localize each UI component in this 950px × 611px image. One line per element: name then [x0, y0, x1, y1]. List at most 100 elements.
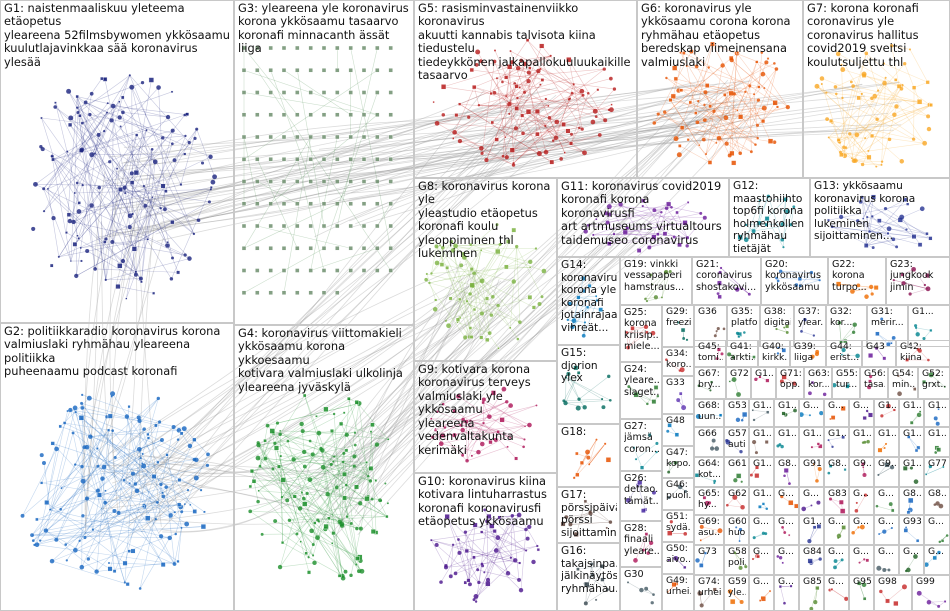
cluster-nodes-g93 [903, 526, 920, 543]
cluster-nodes-gx13 [810, 442, 823, 449]
cluster-nodes-gx21 [827, 464, 847, 475]
group-panel-g77: G77 [924, 457, 950, 487]
cluster-nodes-g36 [713, 326, 726, 338]
cluster-nodes-g84 [807, 557, 822, 565]
edge-layer [22, 39, 948, 609]
group-panel-g6: G6: koronavirus yle ykkösaamu corona kor… [637, 0, 803, 178]
group-label: G65: hy... [698, 489, 720, 510]
group-panel-gx04: G1... [774, 399, 799, 427]
cluster-nodes-g31 [875, 317, 896, 347]
group-label: G11: koronavirus covid2019 koronafi koro… [561, 180, 722, 247]
cluster-nodes-g60 [735, 526, 743, 542]
group-label: G58: poli... [728, 547, 746, 568]
group-panel-gx26: G... [774, 487, 799, 515]
cluster-nodes-gx14 [827, 435, 845, 449]
cluster-edges-g69 [700, 526, 721, 541]
group-panel-g34: G34: koro... [662, 347, 694, 376]
cluster-nodes-g40 [776, 346, 787, 355]
cluster-nodes-g29 [676, 321, 689, 342]
group-label: G98 [878, 577, 897, 587]
cluster-nodes-g38 [775, 324, 790, 334]
group-panel-g28: G28: finaali yleare... [620, 521, 662, 567]
cluster-nodes-g17 [560, 499, 613, 537]
cluster-edges-g6 [653, 43, 789, 163]
cluster-edges-g52 [924, 374, 945, 388]
cluster-edges-g34 [666, 359, 680, 371]
inter-cluster-edges [81, 79, 902, 538]
group-panel-g66: G66 [694, 427, 724, 457]
cluster-edges-gx14 [828, 436, 844, 448]
group-panel-gx09: G1... [899, 399, 924, 427]
group-label: G1... [928, 401, 947, 411]
group-panel-g40: G40: kirkk... [758, 340, 790, 367]
group-label: G1: naistenmaaliskuu yleteema etäopetus … [4, 2, 230, 69]
cluster-nodes-gx39 [751, 554, 760, 561]
group-panel-g31: G31: merir... [867, 305, 908, 347]
group-label: G44: erist... [830, 342, 859, 363]
group-panel-gx44: G... [899, 545, 924, 575]
cluster-nodes-g2 [20, 391, 210, 590]
group-panel-g59: G59: yle... [724, 575, 749, 611]
cluster-edges-gx03 [752, 409, 768, 421]
group-panel-g83: G83 [824, 487, 849, 515]
cluster-nodes-g65 [702, 495, 712, 506]
cluster-nodes-g53 [735, 411, 748, 422]
group-label: G9... [853, 459, 871, 469]
cluster-nodes-gx40 [776, 555, 784, 565]
group-panel-gx18: G1... [924, 427, 950, 457]
group-label: G91 [803, 459, 821, 469]
cluster-nodes-gx20 [783, 467, 791, 485]
group-label: G95 [853, 577, 871, 587]
group-label: G32: kor... [830, 307, 853, 328]
group-label: G16: takajsinpa... jälkinäytös ryhmähau.… [561, 545, 617, 595]
group-label: G19: vinkki vessapaperi hamstraus... [624, 259, 685, 293]
cluster-nodes-gx27 [801, 500, 821, 512]
group-panel-gx41: G... [824, 545, 849, 575]
group-label: G60: huo... [728, 517, 746, 538]
group-label: G15: djorion ylex [561, 347, 598, 384]
group-label: G... [778, 547, 794, 557]
cluster-nodes-g56 [867, 374, 873, 390]
group-label: G2: politiikkaradio koronavirus korona v… [4, 325, 221, 379]
cluster-nodes-g32 [837, 320, 857, 344]
cluster-edges-gx48 [831, 589, 847, 600]
group-label: G73 [698, 547, 717, 557]
group-label: G26: dettao... tämät... [624, 473, 659, 507]
cluster-nodes-g99 [916, 590, 947, 608]
cluster-nodes-g71 [779, 374, 797, 386]
cluster-nodes-gx28 [854, 493, 868, 513]
cluster-nodes-gx01 [914, 324, 933, 341]
cluster-nodes-gx16 [877, 442, 888, 453]
group-label: G68: uun... [698, 401, 721, 422]
group-panel-g33: G33 [662, 376, 694, 414]
group-label: G... [778, 517, 794, 527]
group-panel-g73: G73 [694, 545, 724, 575]
group-label: G8... [928, 489, 947, 499]
group-panel-gx28: G... [849, 487, 874, 515]
group-label: G55: tur... [836, 369, 857, 390]
cluster-edges-g59 [729, 591, 742, 603]
cluster-nodes-g11 [583, 198, 707, 253]
group-label: G... [928, 547, 944, 557]
group-panel-g12: G12: maastohiihto top6fi korona holmenko… [729, 178, 810, 257]
group-panel-g1: G1: naistenmaaliskuu yleteema etäopetus … [0, 0, 234, 323]
group-label: G36 [698, 307, 717, 317]
group-panel-g54: G54: min... [888, 367, 918, 399]
cluster-nodes-g20 [775, 269, 821, 288]
cluster-nodes-gx18 [934, 445, 942, 454]
cluster-nodes-g72 [728, 377, 741, 397]
group-label: G... [878, 517, 894, 527]
cluster-nodes-g74 [697, 587, 717, 608]
cluster-nodes-g18 [572, 438, 612, 480]
group-panel-g69: G69: asu... [694, 515, 724, 545]
group-label: G62 [728, 489, 746, 499]
group-panel-g51: G51: sydä... [662, 510, 694, 542]
cluster-nodes-gx12 [776, 443, 784, 449]
group-panel-g85: G85 [799, 575, 824, 611]
group-label: G46: puoli... [666, 480, 691, 501]
cluster-nodes-gx31 [933, 501, 944, 509]
cluster-nodes-gx05 [798, 410, 824, 417]
group-label: G12: maastohiihto top6fi korona holmenko… [733, 180, 805, 256]
cluster-nodes-gx43 [876, 565, 891, 573]
